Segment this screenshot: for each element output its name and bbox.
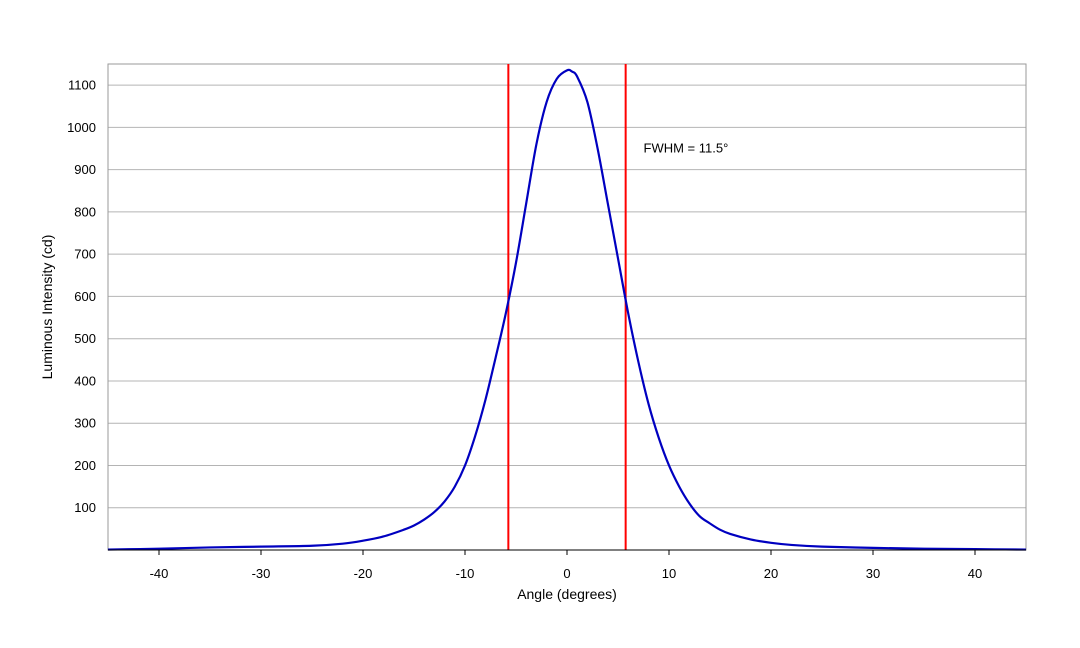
x-axis-ticks: -40 -30 -20 -10 0 10 20 30 40 [108, 549, 1026, 581]
y-tick-label: 300 [74, 416, 96, 431]
x-tick-label: -10 [456, 566, 475, 581]
x-tick-label: 40 [968, 566, 982, 581]
y-tick-label: 400 [74, 373, 96, 388]
x-tick-label: 20 [764, 566, 778, 581]
y-tick-label: 500 [74, 331, 96, 346]
x-tick-label: 0 [563, 566, 570, 581]
y-tick-label: 200 [74, 458, 96, 473]
plot-area-frame [107, 63, 1027, 551]
x-tick-label: -30 [252, 566, 271, 581]
x-tick-label: -40 [150, 566, 169, 581]
series-line [107, 68, 1027, 551]
x-tick-label: -20 [354, 566, 373, 581]
y-tick-label: 1000 [67, 120, 96, 135]
y-tick-label: 700 [74, 247, 96, 262]
x-tick-label: 30 [866, 566, 880, 581]
y-tick-label: 1100 [68, 78, 96, 93]
x-tick-label: 10 [662, 566, 676, 581]
y-tick-label: 800 [74, 204, 96, 219]
fwhm-annotation: FWHM = 11.5° [644, 141, 729, 156]
y-tick-label: 100 [74, 500, 96, 515]
y-tick-label: 900 [74, 162, 96, 177]
x-axis-label: Angle (degrees) [517, 586, 617, 602]
grid-lines [108, 84, 1026, 509]
y-axis-label: Luminous Intensity (cd) [39, 235, 55, 380]
fwhm-markers [507, 64, 627, 550]
y-tick-label: 600 [74, 289, 96, 304]
y-axis-ticks: 100 200 300 400 500 600 700 800 900 1000 1100 [67, 78, 96, 516]
